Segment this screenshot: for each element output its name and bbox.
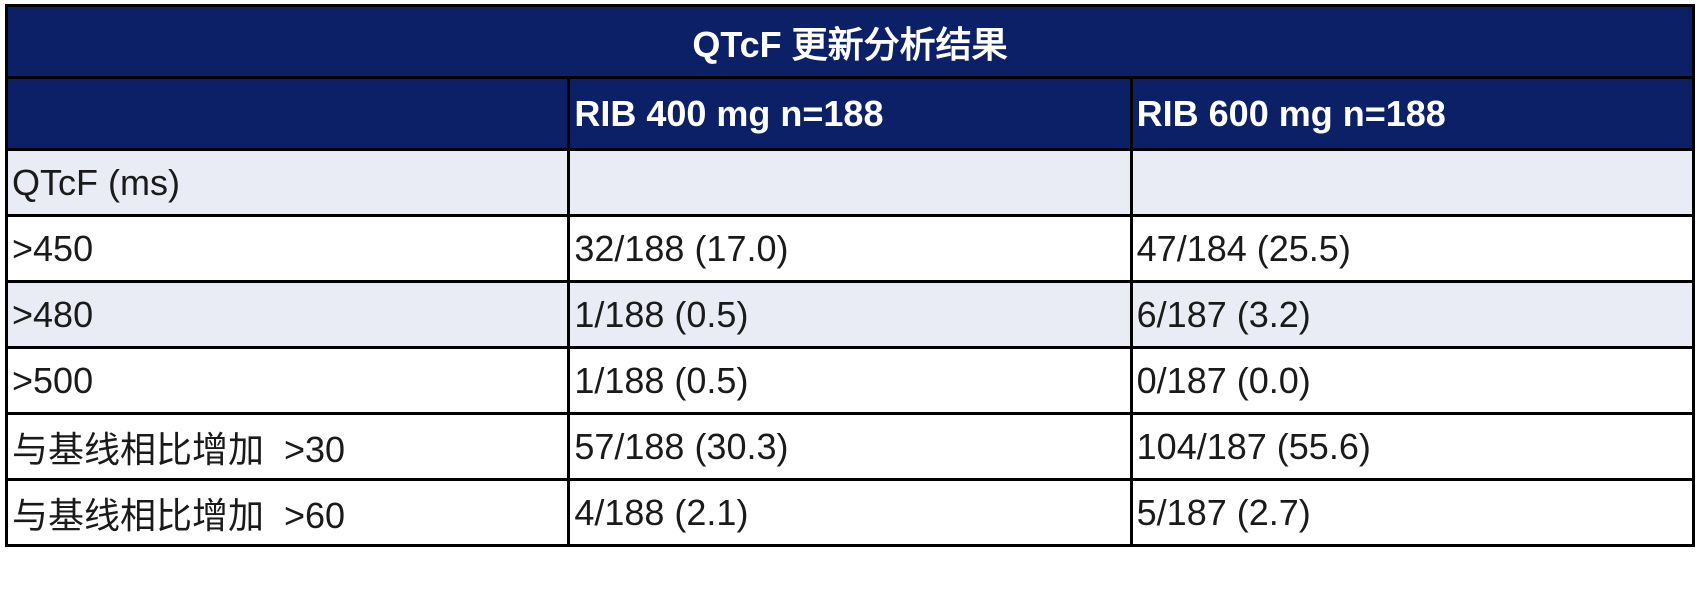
row-label: 与基线相比增加 >30 [4,412,571,481]
cell: 47/184 (25.5) [1129,214,1696,283]
cell: 5/187 (2.7) [1129,478,1696,547]
title-row: QTcF 更新分析结果 [5,4,1695,79]
table-row: 与基线相比增加 >60 4/188 (2.1) 5/187 (2.7) [4,478,1696,547]
cell: 6/187 (3.2) [1129,280,1696,349]
cell: 4/188 (2.1) [567,478,1133,547]
cell: 1/188 (0.5) [567,346,1133,415]
table-row: >450 32/188 (17.0) 47/184 (25.5) [4,214,1696,283]
table-title: QTcF 更新分析结果 [5,4,1695,79]
header-row: RIB 400 mg n=188 RIB 600 mg n=188 [4,76,1696,151]
cell: 57/188 (30.3) [567,412,1133,481]
table-row: 与基线相比增加 >30 57/188 (30.3) 104/187 (55.6) [4,412,1696,481]
table-row: QTcF (ms) [4,148,1696,217]
cell [567,148,1133,217]
row-label: >450 [4,214,571,283]
header-cell: RIB 400 mg n=188 [567,76,1133,151]
table-container: QTcF 更新分析结果 RIB 400 mg n=188 RIB 600 mg … [4,4,1696,547]
row-label: QTcF (ms) [4,148,571,217]
cell: 1/188 (0.5) [567,280,1133,349]
results-table: QTcF 更新分析结果 RIB 400 mg n=188 RIB 600 mg … [4,4,1696,547]
table-row: >480 1/188 (0.5) 6/187 (3.2) [4,280,1696,349]
row-label: >500 [4,346,571,415]
row-label: 与基线相比增加 >60 [4,478,571,547]
cell [1129,148,1696,217]
header-cell [4,76,571,151]
header-cell: RIB 600 mg n=188 [1129,76,1696,151]
cell: 32/188 (17.0) [567,214,1133,283]
table-row: >500 1/188 (0.5) 0/187 (0.0) [4,346,1696,415]
cell: 104/187 (55.6) [1129,412,1696,481]
cell: 0/187 (0.0) [1129,346,1696,415]
row-label: >480 [4,280,571,349]
